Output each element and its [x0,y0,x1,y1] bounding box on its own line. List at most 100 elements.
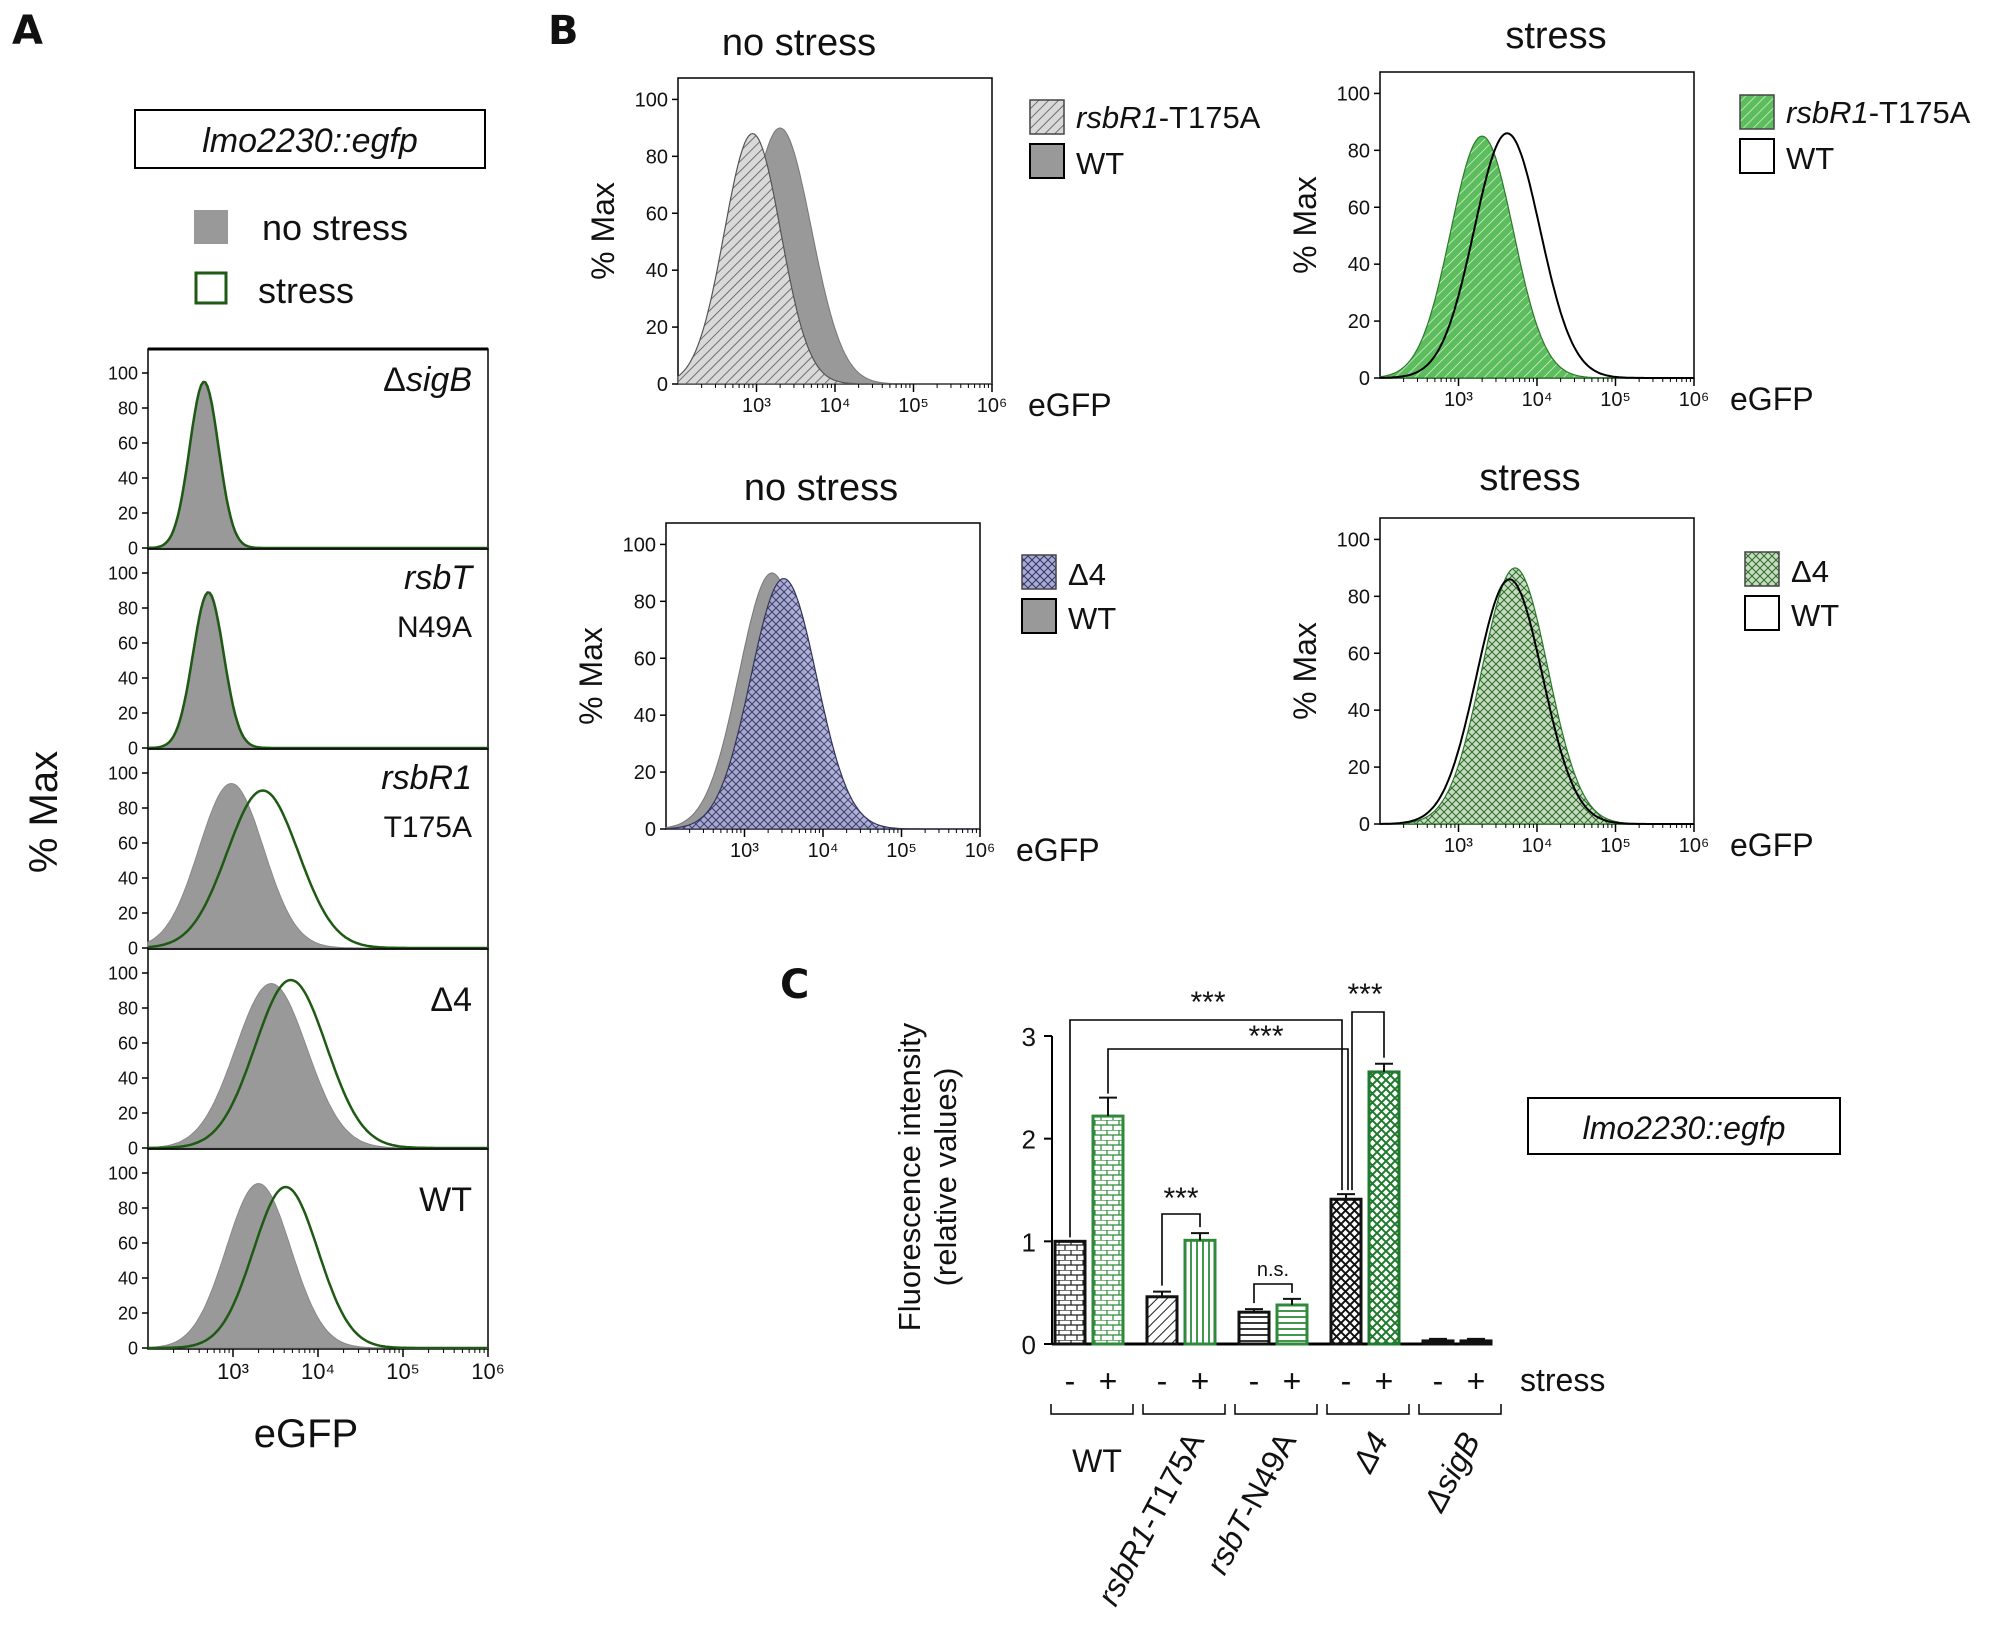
panel-a-ytick-label: 100 [108,763,138,783]
sig-label: *** [1248,1020,1283,1053]
panel-a-ytick-label: 80 [118,798,138,818]
panel-c-ylabel: Fluorescence intensity [892,1022,927,1331]
panel-a-xtick-label: 10⁶ [471,1359,505,1384]
stress-sign: - [1249,1363,1260,1399]
legend-swatch-wt [1739,138,1775,174]
panel-c-ytick-label: 0 [1022,1330,1036,1360]
panel-b-xlabel: eGFP [1730,827,1814,863]
panel-a-ytick-label: 0 [128,938,138,958]
panel-b-ytick-label: 0 [645,819,656,841]
bar-no-stress [1421,1339,1455,1346]
panel-a-ytick-label: 100 [108,363,138,383]
group-label: Δ4 [1344,1426,1395,1478]
panel-b-subplot-title: stress [1505,15,1606,57]
panel-a-ytick-label: 20 [118,1103,138,1123]
mutant-histogram [1379,567,1694,825]
panel-b-ytick-label: 20 [634,762,656,784]
panel-b-ylabel: % Max [585,182,621,280]
sig-label: *** [1190,986,1225,1019]
panel-c-stress-label: stress [1520,1362,1605,1398]
panel-b-xtick-label: 10⁴ [820,395,851,417]
stress-sign: + [1099,1363,1118,1399]
group-label: ΔsigB [1416,1426,1488,1518]
panel-a-ytick-label: 20 [118,1303,138,1323]
panel-b-xtick-label: 10⁵ [1600,389,1631,411]
panel-b-ytick-label: 60 [1348,197,1370,219]
panel-b-ytick-label: 80 [634,591,656,613]
bar-no-stress [1329,1197,1363,1346]
panel-b-ytick-label: 80 [646,146,668,168]
stress-sign: - [1341,1363,1352,1399]
panel-a-row-label: Δ4 [430,981,472,1019]
panel-b-xtick-label: 10³ [1444,389,1473,411]
panel-a-ytick-label: 100 [108,1163,138,1183]
stress-sign: - [1433,1363,1444,1399]
panel-b-xtick-label: 10⁵ [1600,835,1631,857]
panel-b-xtick-label: 10⁴ [808,840,839,862]
panel-a-ytick-label: 60 [118,833,138,853]
panel-a-ytick-label: 40 [118,468,138,488]
group-bracket [1418,1404,1502,1415]
delta: Δ [383,361,406,399]
panel-b-ytick-label: 0 [657,374,668,396]
panel-a-ytick-label: 40 [118,1268,138,1288]
legend-swatch-wt [1029,143,1065,179]
group-label-part: WT [1072,1443,1122,1479]
sig-bracket [1161,1213,1201,1286]
panel-a-ytick-label: 80 [118,998,138,1018]
legend-swatch-mutant [1744,551,1780,587]
panel-a-ytick-label: 100 [108,563,138,583]
stress-sign: + [1375,1363,1394,1399]
panel-a-row-label-gene: rsbT [404,559,474,597]
legend-label-mutant-part: rsbR1 [1786,95,1869,130]
legend-label-wt: WT [1068,601,1116,636]
group-bracket [1326,1404,1410,1415]
sig-label: *** [1347,978,1382,1011]
panel-a-ylabel: % Max [22,751,66,873]
panel-a-row-4 [147,1182,488,1350]
panel-a-ytick-label: 0 [128,538,138,558]
panel-b-ytick-label: 20 [1348,311,1370,333]
panel-a-ytick-label: 40 [118,1068,138,1088]
panel-b-xlabel: eGFP [1028,387,1112,423]
panel-a-xtick-label: 10⁵ [386,1359,420,1384]
panel-a-ytick-label: 100 [108,963,138,983]
group-label-part: -N49A [1229,1426,1304,1524]
panel-c-construct-box [1527,1097,1841,1155]
stress-sign: - [1065,1363,1076,1399]
panel-a-row-label: WT [419,1181,472,1219]
panel-c-ylabel2: (relative values) [928,1068,963,1287]
panel-b-xlabel: eGFP [1016,832,1100,868]
panel-b-subplot-2: no stress 0 20 40 60 80 100 10³ 10⁴ 10⁵ 10⁶ % Max eG… [573,467,1116,868]
sig-label: n.s. [1257,1259,1289,1281]
panel-a-ytick-label: 80 [118,398,138,418]
panel-b-ylabel: % Max [1287,622,1323,720]
panel-a-row-label-mut: T175A [384,811,472,844]
panel-a-ytick-label: 60 [118,633,138,653]
legend-label-mutant-part: rsbR1 [1076,100,1159,135]
legend-label-wt: WT [1786,141,1834,176]
mutant-histogram [665,577,980,830]
panel-b-ytick-label: 40 [646,260,668,282]
panel-b-ytick-label: 100 [623,534,656,556]
panel-a-ytick-label: 20 [118,703,138,723]
panel-c-bar-chart: lmo2230::egfp Fluorescence intensity (re… [892,978,1841,1611]
mutant-histogram [677,132,992,385]
bar-stress [1275,1303,1309,1346]
panel-b-subplot-title: no stress [722,22,876,64]
legend-label-wt: WT [1076,146,1124,181]
panel-b-subplot-3: stress 0 20 40 60 80 100 10³ 10⁴ 10⁵ 10⁶ % Max eGFP Δ… [1287,457,1839,863]
panel-a-ytick-label: 0 [128,1138,138,1158]
panel-b-ytick-label: 40 [1348,254,1370,276]
stress-sign: + [1283,1363,1302,1399]
panel-b-xtick-label: 10³ [742,395,771,417]
panel-a-ytick-label: 60 [118,1233,138,1253]
group-label-part: rsbR1 [1090,1519,1162,1611]
panel-a-ytick-label: 40 [118,668,138,688]
panel-b-ytick-label: 0 [1359,814,1370,836]
panel-b-ylabel: % Max [1287,176,1323,274]
stress-sign: + [1467,1363,1486,1399]
sig-bracket [1069,1019,1343,1238]
panel-a-xlabel: eGFP [254,1412,358,1456]
legend-label-mutant: Δ4 [1068,557,1106,592]
